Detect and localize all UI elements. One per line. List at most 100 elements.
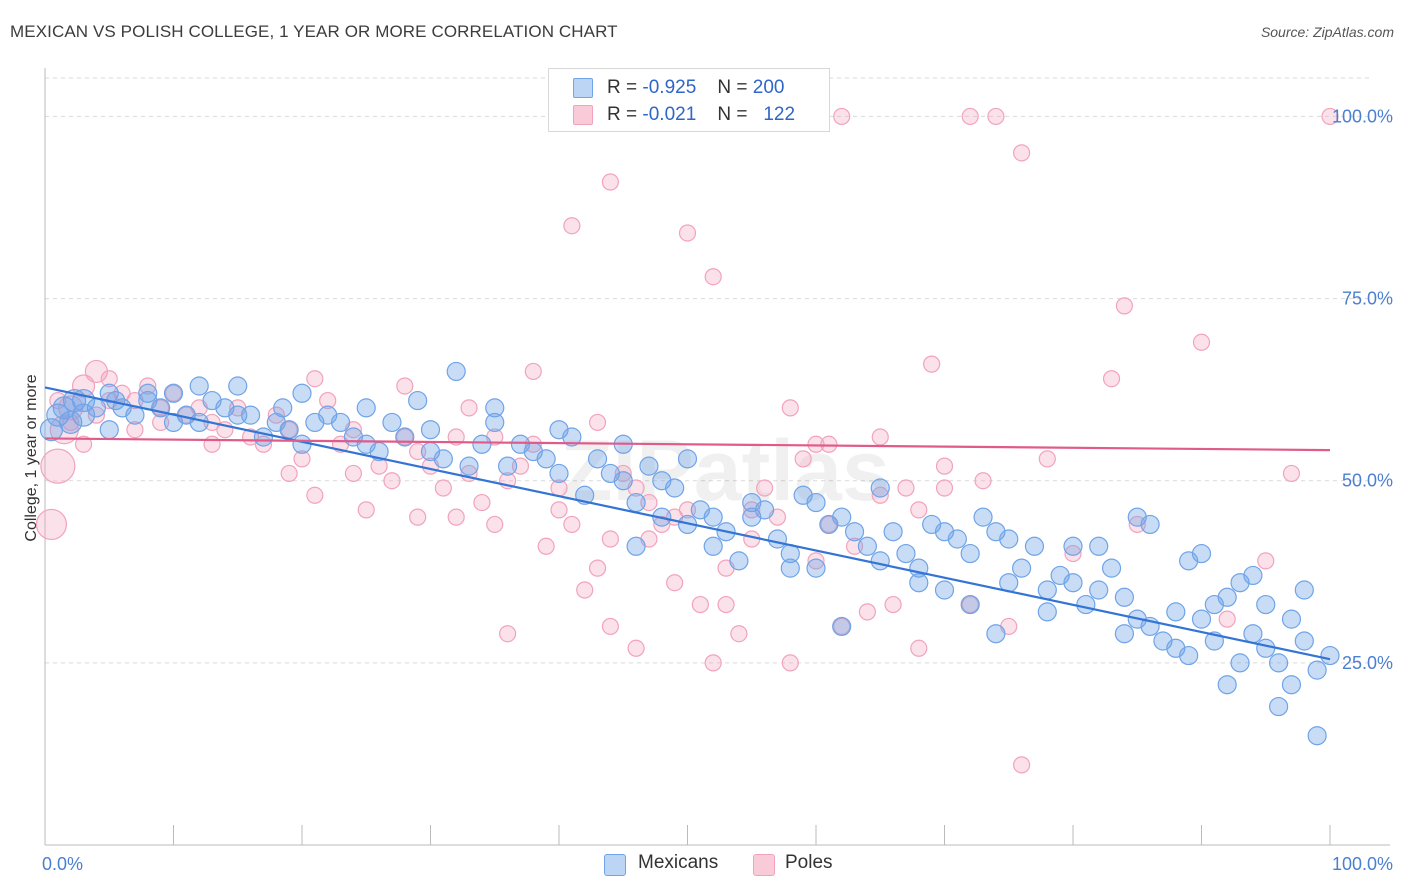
poles-point xyxy=(486,515,504,534)
poles-point xyxy=(434,479,452,497)
legend-r-label: R = xyxy=(607,104,638,125)
mexicans-point xyxy=(1063,573,1083,593)
mexicans-point xyxy=(485,412,505,433)
poles-point xyxy=(1257,552,1275,570)
x-tick-labels: 0.0% 100.0% xyxy=(42,854,1393,874)
poles-point xyxy=(601,617,620,636)
poles-legend-label: Poles xyxy=(785,852,833,873)
legend-row-mexicans: R = -0.925 N = 200 xyxy=(549,74,829,100)
mexicans-point xyxy=(1256,638,1276,658)
mexicans-point xyxy=(253,427,274,447)
poles-point xyxy=(409,508,427,526)
legend-text-mexicans: R = -0.925 N = 200 xyxy=(607,77,784,99)
poles-point xyxy=(164,384,183,402)
axes xyxy=(44,68,1390,846)
poles-point xyxy=(781,654,799,672)
mexicans-point xyxy=(973,507,993,527)
mexicans-point xyxy=(395,427,415,447)
poles-point xyxy=(409,442,427,461)
grid-lines xyxy=(45,77,1370,664)
poles-point xyxy=(524,362,542,381)
mexicans-point xyxy=(703,536,723,556)
poles-point xyxy=(897,479,915,497)
mexicans-point xyxy=(626,492,646,513)
poles-point xyxy=(537,537,555,555)
mexicans-point xyxy=(1256,594,1276,615)
mexicans-point xyxy=(99,420,119,440)
poles-point xyxy=(74,435,93,453)
mexicans-point xyxy=(189,376,209,396)
mexicans-point xyxy=(1268,653,1289,673)
legend-text-poles: R = -0.021 N = 122 xyxy=(607,104,795,126)
mexicans-point xyxy=(1268,696,1289,717)
poles-point xyxy=(35,508,68,541)
trend-lines xyxy=(44,386,1331,661)
mexicans-point xyxy=(446,361,466,382)
mexicans-point xyxy=(1166,602,1186,622)
poles-point xyxy=(678,501,697,519)
poles-point xyxy=(871,486,889,504)
mexicans-point xyxy=(549,420,569,440)
poles-point xyxy=(1282,464,1301,483)
mexicans-point xyxy=(228,405,248,425)
poles-point xyxy=(1115,297,1134,315)
mexicans-point xyxy=(1024,536,1045,556)
mexicans-point xyxy=(1011,558,1032,578)
mexicans-point xyxy=(870,478,890,498)
poles-point xyxy=(884,595,902,614)
mexicans-point xyxy=(228,376,248,396)
poles-point xyxy=(627,639,645,657)
mexicans-legend-label: Mexicans xyxy=(638,852,719,873)
poles-point xyxy=(524,435,542,453)
mexicans-point xyxy=(1089,536,1109,556)
poles-point xyxy=(306,486,324,504)
mexicans-point xyxy=(549,463,569,484)
mexicans-point xyxy=(1281,675,1302,695)
poles-point xyxy=(833,107,851,126)
mexicans-point xyxy=(1217,587,1237,607)
poles-point xyxy=(845,537,864,555)
poles-point xyxy=(987,107,1005,126)
mexicans-point xyxy=(806,558,826,578)
mexicans-point xyxy=(138,383,158,403)
mexicans-point xyxy=(883,522,903,542)
poles-point xyxy=(961,595,979,614)
poles-point xyxy=(447,428,465,446)
poles-point xyxy=(1064,544,1082,563)
poles-point xyxy=(357,501,375,519)
mexicans-point xyxy=(896,543,916,564)
poles-point xyxy=(152,413,170,432)
poles-point xyxy=(923,355,941,373)
mexicans-point xyxy=(1076,594,1096,615)
poles-point xyxy=(344,464,362,483)
bottom-legend-poles[interactable]: Poles xyxy=(753,852,863,878)
poles-point xyxy=(100,370,118,388)
mexicans-point xyxy=(1243,565,1263,586)
mexicans-point xyxy=(46,403,70,427)
poles-point xyxy=(974,472,992,490)
poles-point xyxy=(704,268,722,286)
poles-point xyxy=(563,515,581,534)
mexicans-swatch xyxy=(604,854,626,876)
mexicans-point xyxy=(832,507,852,527)
mexicans-point xyxy=(639,456,659,476)
poles-point xyxy=(935,479,954,497)
poles-point xyxy=(935,457,954,475)
poles-point xyxy=(1192,333,1211,351)
poles-points xyxy=(35,107,1339,774)
poles-point xyxy=(730,625,748,643)
poles-swatch xyxy=(753,854,775,876)
mexicans-point xyxy=(1281,609,1302,629)
mexicans-point xyxy=(1320,645,1340,666)
bottom-legend-mexicans[interactable]: Mexicans xyxy=(604,852,744,878)
mexicans-point xyxy=(613,471,633,491)
mexicans-point xyxy=(729,551,749,571)
legend-r-label: R = xyxy=(607,77,638,98)
poles-point xyxy=(794,450,812,468)
poles-point xyxy=(383,472,401,490)
mexicans-point xyxy=(587,449,608,469)
mexicans-point xyxy=(947,529,967,549)
poles-point xyxy=(666,574,684,592)
mexicans-point xyxy=(356,398,376,418)
